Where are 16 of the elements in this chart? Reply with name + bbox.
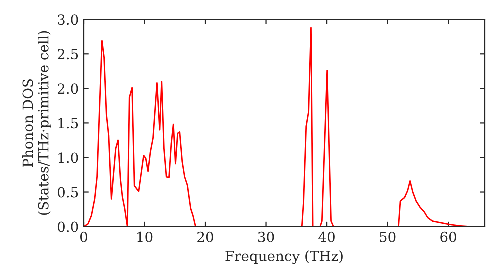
y-tick-label: 3.0 [58, 14, 78, 26]
y-tick-label: 1.5 [58, 118, 78, 129]
x-tick-label: 40 [318, 232, 335, 242]
x-axis-title: Frequency (THz) [226, 250, 343, 264]
y-axis-title: Phonon DOS (States/THz·primitive cell) [22, 31, 52, 216]
x-tick-label: 60 [440, 232, 456, 242]
y-tick-label: 1.0 [58, 152, 78, 164]
x-tick-label: 10 [138, 232, 153, 242]
y-tick-label: 0.5 [58, 187, 78, 198]
x-tick-label: 20 [198, 232, 214, 242]
x-tick-label: 0 [80, 232, 88, 242]
y-tick-label: 0.0 [58, 222, 78, 232]
y-tick-label: 2.5 [58, 49, 78, 60]
x-tick-label: 30 [258, 232, 274, 242]
y-tick-label: 2.0 [58, 84, 78, 94]
x-tick-label: 50 [380, 232, 396, 242]
